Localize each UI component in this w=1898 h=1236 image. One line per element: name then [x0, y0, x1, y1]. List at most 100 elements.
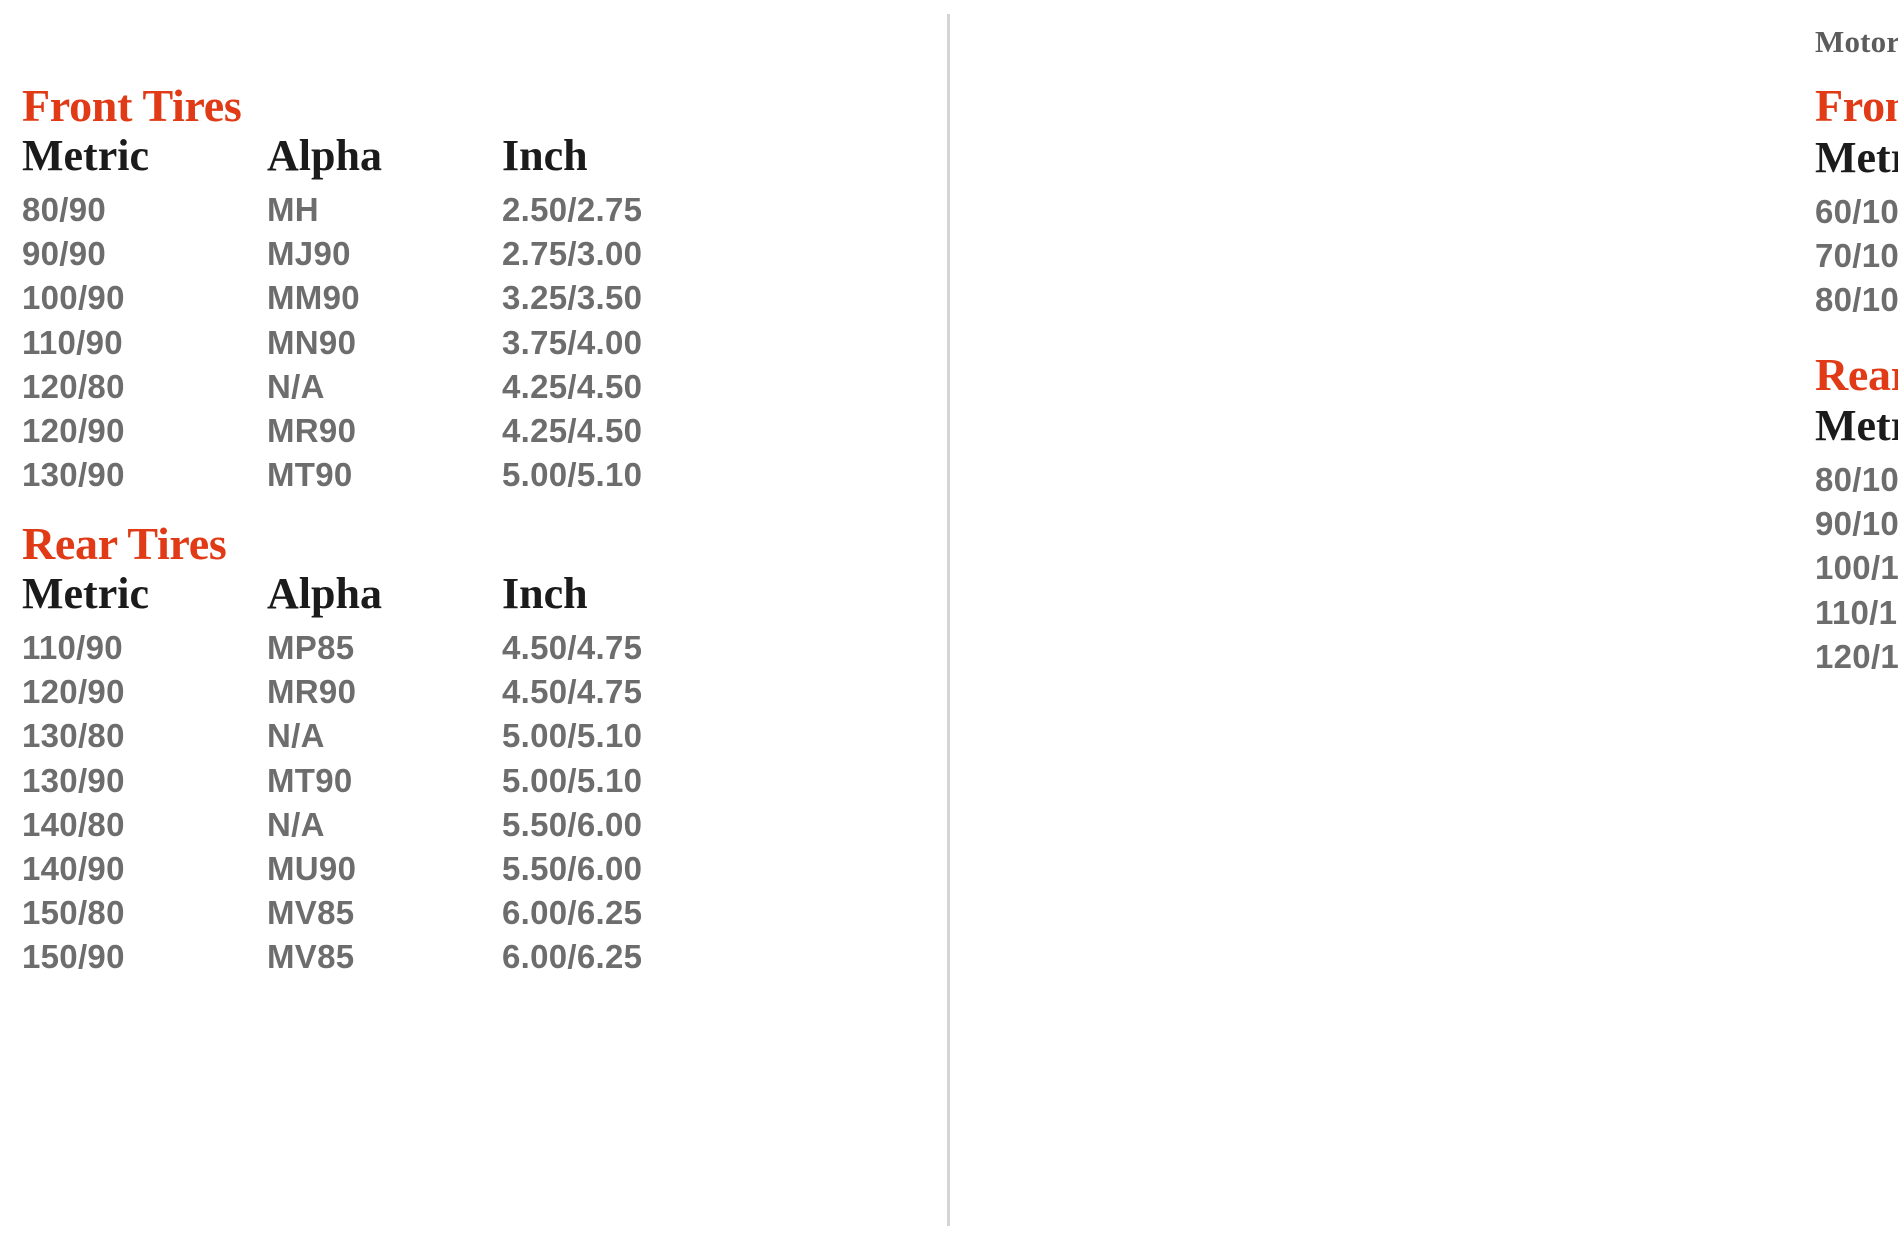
table-row: 80/90 MH 2.50/2.75: [22, 188, 762, 232]
table-row: 90/100 110/90 3.60/4.10: [1815, 502, 1898, 546]
table-row: 80/100 100/80 3.00/3.25: [1815, 278, 1898, 322]
cell-inch: 5.50/6.00: [502, 805, 643, 843]
cell-metric: 140/80: [22, 805, 125, 843]
cell-metric: 120/100: [1815, 637, 1898, 675]
vertical-divider: [947, 14, 950, 1226]
cell-metric: 80/100: [1815, 281, 1898, 319]
cell-alpha: MP85: [267, 628, 355, 666]
left-front-tires-heading: Front Tires: [22, 80, 242, 131]
column-header-alpha: Alpha: [267, 569, 382, 618]
table-body: 60/100 90/80 2.50/2.75 70/100 90/90 2.75…: [1815, 190, 1898, 323]
cell-metric: 80/100: [1815, 460, 1898, 498]
cell-alpha: MM90: [267, 279, 360, 317]
cell-metric: 110/100: [1815, 593, 1898, 631]
table-row: 140/90 MU90 5.50/6.00: [22, 847, 762, 891]
cell-metric: 150/90: [22, 938, 125, 976]
table-row: 120/90 MR90 4.50/4.75: [22, 670, 762, 714]
cell-metric: 60/100: [1815, 192, 1898, 230]
cell-metric: 90/90: [22, 235, 107, 273]
left-front-tires-table: Metric Alpha Inch 80/90 MH 2.50/2.75 90/…: [22, 130, 762, 497]
column-header-metric: Metric: [22, 569, 149, 618]
cell-metric: 80/90: [22, 190, 107, 228]
table-row: 100/90 MM90 3.25/3.50: [22, 276, 762, 320]
left-rear-tires-table: Metric Alpha Inch 110/90 MP85 4.50/4.75 …: [22, 568, 762, 980]
table-header-row: Metric Alpha Inch: [1815, 400, 1898, 458]
table-row: 130/90 MT90 5.00/5.10: [22, 759, 762, 803]
left-rear-tires-heading: Rear Tires: [22, 518, 227, 569]
right-rear-tires-heading: Rear Tires: [1815, 349, 1898, 400]
table-row: 110/90 MP85 4.50/4.75: [22, 626, 762, 670]
cell-alpha: MJ90: [267, 235, 351, 273]
cell-inch: 4.25/4.50: [502, 367, 643, 405]
cell-metric: 130/90: [22, 456, 125, 494]
cell-inch: 3.75/4.00: [502, 323, 643, 361]
table-header-row: Metric Alpha Inch: [22, 568, 762, 626]
cell-metric: 120/80: [22, 367, 125, 405]
right-front-tires-table: Metric Alpha Inch 60/100 90/80 2.50/2.75…: [1815, 132, 1898, 323]
cell-alpha: MT90: [267, 456, 353, 494]
cell-inch: 4.25/4.50: [502, 412, 643, 449]
cell-alpha: N/A: [267, 717, 325, 755]
cell-alpha: MR90: [267, 673, 357, 711]
cell-metric: 110/90: [22, 323, 123, 361]
cell-alpha: MT90: [267, 761, 353, 799]
cell-metric: 100/90: [22, 279, 125, 317]
cell-metric: 120/90: [22, 412, 125, 449]
table-row: 150/90 MV85 6.00/6.25: [22, 935, 762, 979]
table-body: 110/90 MP85 4.50/4.75 120/90 MR90 4.50/4…: [22, 626, 762, 980]
cell-inch: 6.00/6.25: [502, 938, 643, 976]
table-body: 80/90 MH 2.50/2.75 90/90 MJ90 2.75/3.00 …: [22, 188, 762, 498]
table-row: 120/90 MR90 4.25/4.50: [22, 409, 762, 453]
cell-alpha: MU90: [267, 850, 357, 887]
table-row: 110/90 MN90 3.75/4.00: [22, 321, 762, 365]
cell-alpha: N/A: [267, 805, 325, 843]
cell-metric: 110/90: [22, 628, 123, 666]
table-row: 60/100 90/80 2.50/2.75: [1815, 190, 1898, 234]
table-row: 130/80 N/A 5.00/5.10: [22, 714, 762, 758]
cell-metric: 130/80: [22, 717, 125, 755]
cell-inch: 5.00/5.10: [502, 717, 643, 755]
cell-metric: 90/100: [1815, 505, 1898, 543]
table-row: 90/90 MJ90 2.75/3.00: [22, 232, 762, 276]
chart-title: Motorcycle Off-Road Tire Size Conversion…: [1815, 24, 1898, 59]
cell-metric: 70/100: [1815, 237, 1898, 275]
table-row: 80/100 80/90 2.50/3.60: [1815, 458, 1898, 502]
column-header-inch: Inch: [502, 131, 588, 180]
cell-metric: 150/80: [22, 894, 125, 932]
table-header-row: Metric Alpha Inch: [22, 130, 762, 188]
column-header-metric: Metric: [1815, 401, 1898, 450]
table-body: 80/100 80/90 2.50/3.60 90/100 110/90 3.6…: [1815, 458, 1898, 679]
cell-inch: 6.00/6.25: [502, 894, 643, 932]
table-row: 100/100 120/80 4.00/4.10: [1815, 546, 1898, 590]
cell-metric: 130/90: [22, 761, 125, 799]
cell-inch: 4.50/4.75: [502, 673, 643, 711]
cell-alpha: MV85: [267, 894, 355, 932]
table-row: 120/80 N/A 4.25/4.50: [22, 365, 762, 409]
cell-alpha: MH: [267, 190, 319, 228]
cell-inch: 5.00/5.10: [502, 456, 643, 494]
cell-alpha: MN90: [267, 323, 357, 361]
cell-alpha: N/A: [267, 367, 325, 405]
table-row: 150/80 MV85 6.00/6.25: [22, 891, 762, 935]
right-front-tires-heading: Front Tires: [1815, 80, 1898, 131]
cell-alpha: MR90: [267, 412, 357, 449]
table-row: 140/80 N/A 5.50/6.00: [22, 803, 762, 847]
column-header-metric: Metric: [1815, 133, 1898, 182]
cell-inch: 5.50/6.00: [502, 850, 643, 887]
table-row: 120/100 140/80 5.00/5.10: [1815, 635, 1898, 679]
cell-inch: 2.50/2.75: [502, 190, 643, 228]
table-row: 70/100 90/90 2.75/3.00: [1815, 234, 1898, 278]
cell-metric: 140/90: [22, 850, 125, 887]
column-header-inch: Inch: [502, 569, 588, 618]
column-header-metric: Metric: [22, 131, 149, 180]
table-header-row: Metric Alpha Inch: [1815, 132, 1898, 190]
cell-alpha: MV85: [267, 938, 355, 976]
cell-metric: 100/100: [1815, 549, 1898, 587]
cell-inch: 3.25/3.50: [502, 279, 643, 317]
cell-inch: 4.50/4.75: [502, 628, 643, 666]
table-row: 130/90 MT90 5.00/5.10: [22, 453, 762, 497]
cell-inch: 2.75/3.00: [502, 235, 643, 273]
cell-inch: 5.00/5.10: [502, 761, 643, 799]
table-row: 110/100 130/80 4.00/4.50: [1815, 591, 1898, 635]
